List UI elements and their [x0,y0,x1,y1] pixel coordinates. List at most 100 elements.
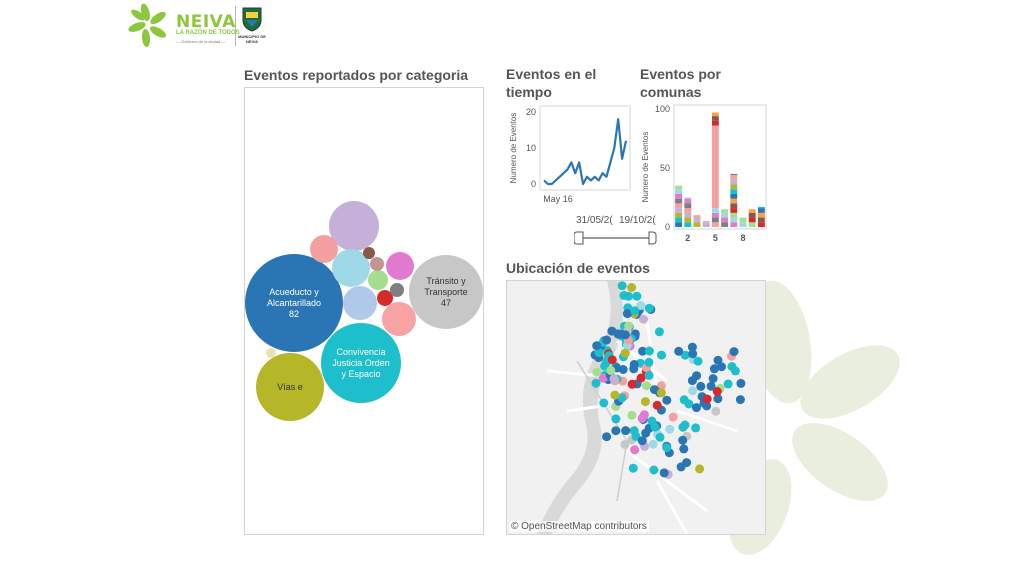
map-event-point[interactable] [621,426,631,436]
map-event-point[interactable] [735,395,745,405]
events-timeline-line[interactable] [543,118,628,186]
map-event-point[interactable] [617,393,627,403]
map-event-point[interactable] [644,370,654,380]
map-event-point[interactable] [632,291,642,301]
events-map[interactable]: © OpenStreetMap contributors [506,280,766,535]
map-event-point[interactable] [729,347,739,357]
map-event-point[interactable] [642,381,651,391]
map-event-point[interactable] [627,410,637,420]
bubble-lavender[interactable] [329,201,379,251]
map-event-point[interactable] [649,465,659,475]
map-event-point[interactable] [692,403,701,413]
bubble-salmon[interactable] [382,302,416,336]
map-event-point[interactable] [676,462,686,472]
map-event-point[interactable] [713,355,723,365]
categories-bubble-chart[interactable]: Acueducto yAlcantarillado82ConvivenciaJu… [245,88,483,534]
map-event-point[interactable] [636,301,646,310]
map-event-point[interactable] [695,464,705,474]
map-event-point[interactable] [665,424,675,434]
map-event-point[interactable] [702,401,712,411]
map-event-point[interactable] [723,379,733,389]
map-event-point[interactable] [624,291,633,301]
bubble-periwinkle[interactable] [343,286,377,320]
bubble-pink[interactable] [310,235,338,263]
map-event-point[interactable] [668,412,678,422]
map-event-point[interactable] [622,309,632,319]
map-event-point[interactable] [629,360,639,369]
bar-comuna-1[interactable] [675,185,683,227]
bar-comuna-2[interactable] [684,197,692,228]
map-event-point[interactable] [680,420,690,430]
map-event-point[interactable] [674,346,684,356]
map-event-point[interactable] [706,381,716,391]
map-event-point[interactable] [630,445,640,455]
map-event-point[interactable] [687,342,697,352]
map-event-point[interactable] [611,414,621,424]
bar-comuna-7[interactable] [730,173,738,227]
map-event-point[interactable] [607,326,617,336]
bubble-rosybrown[interactable] [370,257,384,271]
map-event-point[interactable] [696,381,706,391]
map-event-point[interactable] [647,416,657,426]
bar-comuna-6[interactable] [721,209,729,227]
map-event-point[interactable] [655,432,665,442]
bar-comuna-3[interactable] [693,215,701,227]
bar-comuna-10[interactable] [757,206,765,227]
map-event-point[interactable] [610,390,620,400]
map-event-point[interactable] [620,440,630,449]
map-event-point[interactable] [679,444,689,454]
bubble-gray[interactable] [390,283,404,297]
map-event-point[interactable] [602,432,612,442]
map-event-point[interactable] [639,314,648,324]
bubble-vias[interactable]: Vías e [256,353,324,421]
map-event-point[interactable] [631,431,641,441]
map-event-point[interactable] [702,394,712,404]
map-event-point[interactable] [592,341,602,351]
map-event-point[interactable] [708,374,718,384]
map-event-point[interactable] [680,350,690,360]
bar-comuna-4[interactable] [702,221,710,227]
map-event-point[interactable] [607,355,617,365]
bar-comuna-5[interactable] [711,112,719,227]
map-event-point[interactable] [657,350,666,360]
map-event-point[interactable] [656,381,666,391]
map-event-point[interactable] [688,349,698,359]
map-event-point[interactable] [598,373,608,383]
time-chart[interactable]: 0 10 20 Numero de Eventos May 16 [506,100,656,215]
map-event-point[interactable] [599,398,609,408]
map-event-point[interactable] [648,439,658,449]
map-event-point[interactable] [654,327,664,337]
map-event-point[interactable] [637,413,647,423]
map-event-point[interactable] [727,362,737,371]
map-event-point[interactable] [609,374,619,384]
map-event-point[interactable] [684,399,694,409]
map-event-point[interactable] [644,303,654,313]
comunas-chart[interactable]: 0 50 100 Numero de Eventos 2 5 8 [638,100,768,245]
map-event-point[interactable] [662,395,672,405]
map-event-point[interactable] [628,463,638,473]
range-start-handle[interactable] [574,231,584,245]
map-event-point[interactable] [711,406,721,416]
bubble-orchid[interactable] [386,252,414,280]
map-event-point[interactable] [678,435,688,445]
map-event-point[interactable] [659,468,669,478]
map-event-point[interactable] [627,283,637,292]
categories-bubble-frame[interactable]: Acueducto y Alcantarillado 82 Convivencia Ju… [244,87,484,535]
map-event-point[interactable] [692,371,702,381]
map-event-point[interactable] [594,348,604,357]
bubble-beige[interactable] [266,348,276,358]
map-event-point[interactable] [606,366,616,375]
map-event-point[interactable] [640,397,650,407]
map-event-point[interactable] [656,388,666,398]
map-event-point[interactable] [617,281,627,291]
map-event-point[interactable] [602,335,612,345]
bubble-lightblue[interactable] [332,249,370,287]
map-event-point[interactable] [662,443,672,453]
map-event-point[interactable] [627,379,637,389]
map-event-point[interactable] [636,373,646,383]
map-event-point[interactable] [713,394,723,404]
map-event-point[interactable] [691,423,701,433]
